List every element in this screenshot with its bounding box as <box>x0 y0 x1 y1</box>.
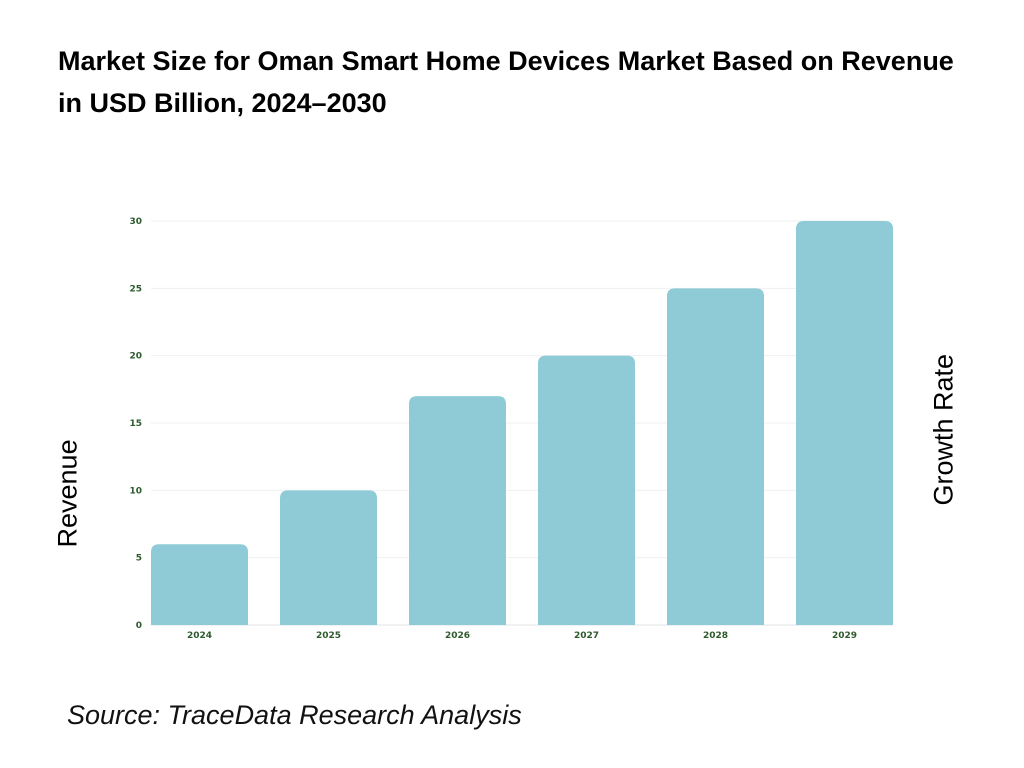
x-tick-label: 2028 <box>703 631 728 641</box>
bar-2025 <box>280 490 377 625</box>
bar-2027 <box>538 355 635 625</box>
y-tick-label: 20 <box>129 352 142 362</box>
x-tick-label: 2029 <box>832 631 857 641</box>
y-tick-label: 30 <box>129 217 142 227</box>
bar-2028 <box>667 288 764 625</box>
y-tick-label: 10 <box>129 486 142 496</box>
y-tick-label: 0 <box>136 621 142 631</box>
bar-2029 <box>796 221 893 625</box>
source-note: Source: TraceData Research Analysis <box>67 700 522 730</box>
y-tick-label: 25 <box>129 284 142 294</box>
x-tick-label: 2024 <box>187 631 212 641</box>
x-tick-label: 2025 <box>316 631 341 641</box>
x-tick-label: 2027 <box>574 631 599 641</box>
chart-title: Market Size for Oman Smart Home Devices … <box>58 46 954 118</box>
bar-2024 <box>151 544 248 625</box>
bar-2026 <box>409 396 506 625</box>
x-tick-label: 2026 <box>445 631 470 641</box>
y-tick-label: 15 <box>129 419 142 429</box>
y-tick-label: 5 <box>136 554 142 564</box>
